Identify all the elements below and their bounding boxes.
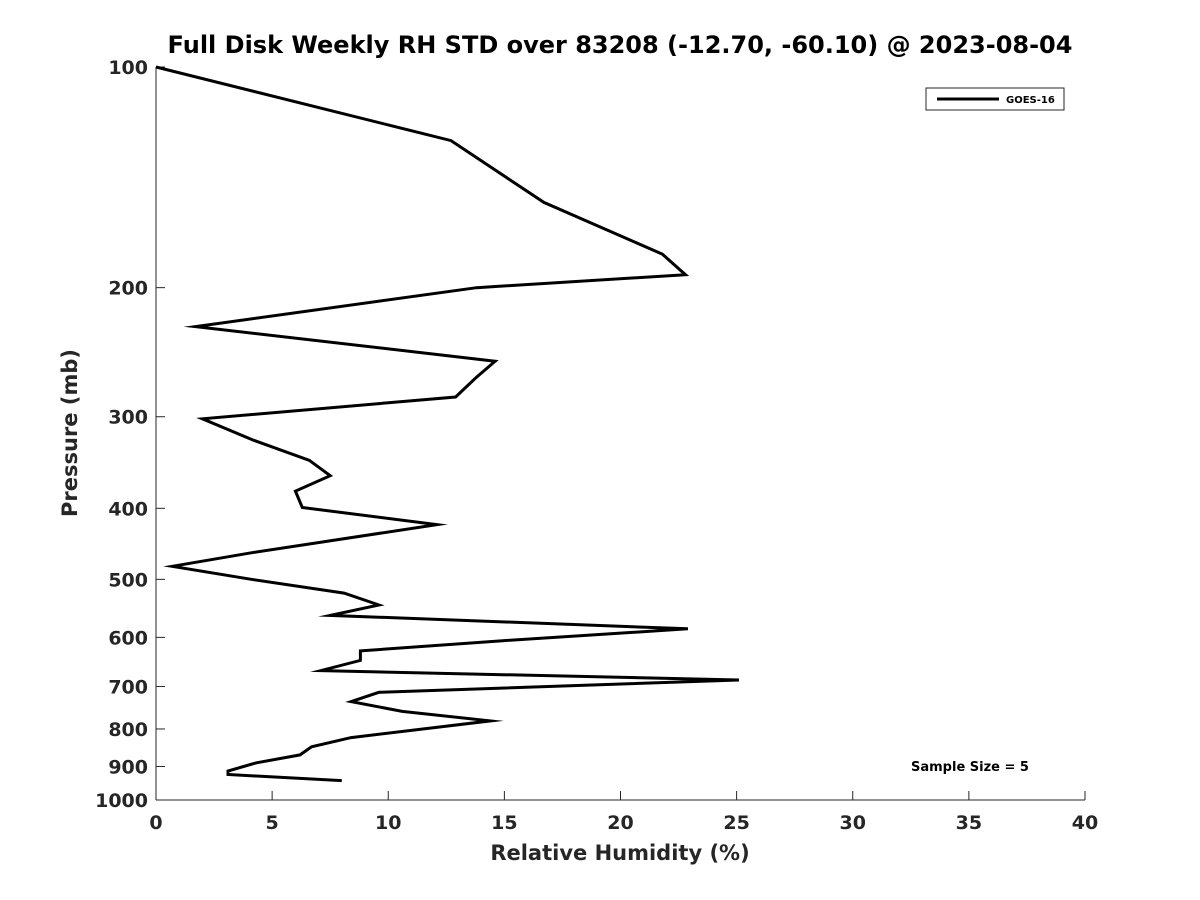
legend: GOES-16	[925, 87, 1065, 111]
sample-size-annotation: Sample Size = 5	[911, 760, 1029, 775]
y-tick-label: 300	[108, 407, 148, 429]
x-axis-label: Relative Humidity (%)	[490, 841, 749, 865]
legend-label-goes-16: GOES-16	[1006, 95, 1055, 106]
chart-title: Full Disk Weekly RH STD over 83208 (-12.…	[168, 31, 1073, 59]
series-line-goes-16	[155, 65, 739, 783]
y-axis-label: Pressure (mb)	[58, 349, 82, 517]
y-ticks: 100 200 300 400 500 600 700 800 900 1000	[95, 57, 165, 812]
x-tick-label: 20	[607, 812, 633, 834]
y-tick-label: 400	[108, 498, 148, 520]
y-tick-label: 600	[108, 627, 148, 649]
y-tick-label: 500	[108, 569, 148, 591]
y-tick-label: 700	[108, 676, 148, 698]
x-tick-label: 30	[840, 812, 866, 834]
x-tick-label: 35	[956, 812, 982, 834]
x-tick-label: 5	[266, 812, 279, 834]
x-tick-label: 0	[149, 812, 162, 834]
y-tick-label: 800	[108, 719, 148, 741]
x-tick-label: 25	[723, 812, 749, 834]
y-tick-label: 200	[108, 278, 148, 300]
axes	[155, 67, 1085, 801]
y-tick-label: 900	[108, 756, 148, 778]
x-tick-label: 40	[1072, 812, 1098, 834]
x-tick-label: 10	[375, 812, 401, 834]
y-tick-label: 100	[108, 57, 148, 79]
y-tick-label: 1000	[95, 790, 148, 812]
series-layer	[155, 65, 739, 783]
x-ticks: 0 5 10 15 20 25 30 35 40	[149, 791, 1098, 834]
x-tick-label: 15	[491, 812, 517, 834]
